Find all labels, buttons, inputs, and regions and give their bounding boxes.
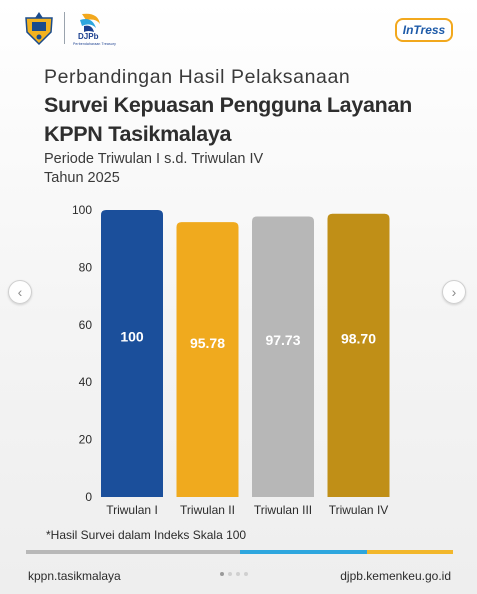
strip-yellow bbox=[367, 550, 453, 554]
next-slide-button[interactable]: › bbox=[442, 280, 466, 304]
y-tick-label: 0 bbox=[85, 490, 92, 504]
djpb-wordmark: DJPb bbox=[78, 32, 99, 41]
prev-slide-button[interactable]: ‹ bbox=[8, 280, 32, 304]
chevron-left-icon: ‹ bbox=[17, 284, 23, 300]
bar bbox=[176, 222, 239, 498]
bar-chart: 0 20 40 60 80 100 100 Triwulan I 95.78 Triwulan I… bbox=[72, 203, 390, 517]
bar-value-label: 98.70 bbox=[341, 330, 376, 346]
bar bbox=[252, 216, 314, 497]
footer-account: kppn.tasikmalaya bbox=[28, 569, 121, 583]
bar-value-label: 100 bbox=[120, 328, 144, 344]
title-line-1: Perbandingan Hasil Pelaksanaan bbox=[44, 66, 351, 88]
chevron-right-icon: › bbox=[451, 284, 457, 300]
carousel-dot[interactable] bbox=[220, 572, 224, 576]
title-line-3: KPPN Tasikmalaya bbox=[44, 122, 232, 146]
strip-gray bbox=[26, 550, 240, 554]
survey-note: *Hasil Survei dalam Indeks Skala 100 bbox=[46, 528, 247, 542]
kemenkeu-logo bbox=[25, 12, 53, 46]
carousel-dot[interactable] bbox=[228, 572, 232, 576]
year-line: Tahun 2025 bbox=[44, 170, 120, 186]
logo-divider bbox=[64, 12, 65, 44]
y-tick-label: 80 bbox=[79, 260, 93, 274]
x-tick-label: Triwulan II bbox=[180, 503, 235, 517]
y-tick-label: 40 bbox=[79, 375, 93, 389]
y-tick-label: 100 bbox=[72, 203, 92, 217]
y-tick-label: 60 bbox=[79, 318, 93, 332]
x-tick-label: Triwulan III bbox=[254, 503, 312, 517]
strip-blue bbox=[240, 550, 367, 554]
footer-website: djpb.kemenkeu.go.id bbox=[340, 569, 451, 583]
y-tick-label: 20 bbox=[79, 433, 93, 447]
bar bbox=[101, 210, 163, 497]
djpb-logo bbox=[80, 13, 100, 32]
period-line: Periode Triwulan I s.d. Triwulan IV bbox=[44, 151, 264, 167]
intress-logo: InTress bbox=[395, 18, 453, 42]
x-tick-label: Triwulan I bbox=[106, 503, 158, 517]
title-line-2: Survei Kepuasan Pengguna Layanan bbox=[44, 93, 412, 117]
carousel-dots[interactable] bbox=[220, 572, 248, 576]
carousel-dot[interactable] bbox=[244, 572, 248, 576]
bar-value-label: 95.78 bbox=[190, 335, 225, 351]
x-tick-label: Triwulan IV bbox=[329, 503, 389, 517]
bar-value-label: 97.73 bbox=[265, 332, 300, 348]
carousel-dot[interactable] bbox=[236, 572, 240, 576]
djpb-subtitle: Perbendaharaan Treasury bbox=[73, 42, 116, 46]
bar bbox=[327, 213, 390, 497]
